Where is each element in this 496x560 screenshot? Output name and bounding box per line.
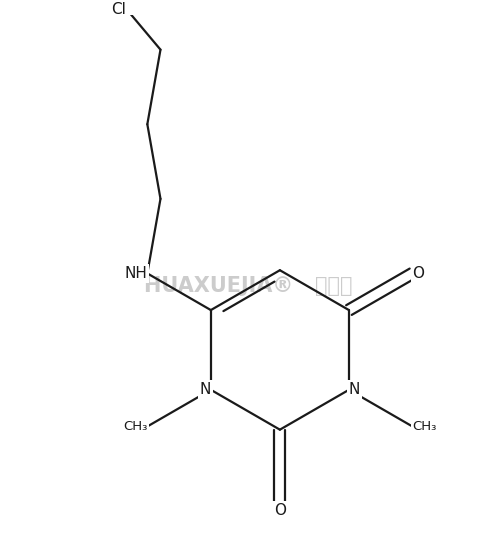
Text: NH: NH [124, 266, 147, 281]
Text: HUAXUEJIA®   化学加: HUAXUEJIA® 化学加 [144, 276, 352, 296]
Text: O: O [413, 266, 425, 281]
Text: Cl: Cl [112, 2, 126, 17]
Text: N: N [349, 382, 360, 397]
Text: O: O [274, 503, 286, 518]
Text: CH₃: CH₃ [413, 420, 437, 433]
Text: N: N [199, 382, 211, 397]
Text: CH₃: CH₃ [123, 420, 147, 433]
